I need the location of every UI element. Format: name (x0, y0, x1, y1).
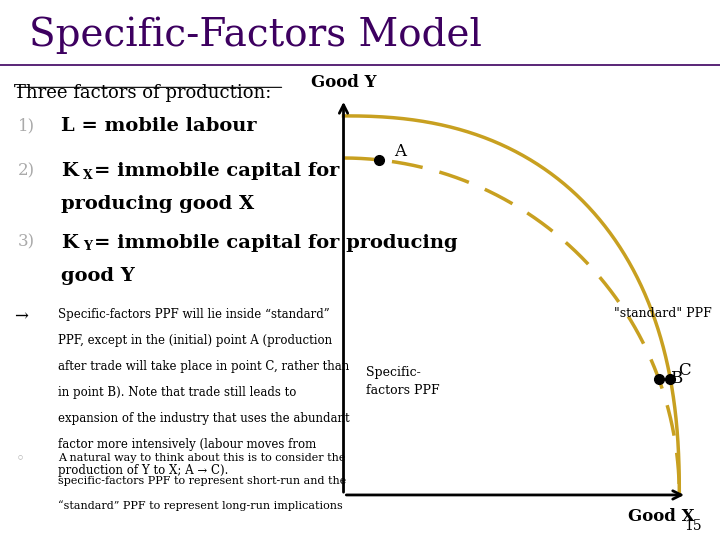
Text: 1): 1) (18, 117, 35, 134)
Text: “standard” PPF to represent long-run implications: “standard” PPF to represent long-run imp… (58, 500, 342, 511)
Text: = immobile capital for producing: = immobile capital for producing (94, 234, 457, 252)
Text: C: C (678, 362, 690, 379)
Text: A natural way to think about this is to consider the: A natural way to think about this is to … (58, 453, 345, 463)
Text: specific-factors PPF to represent short-run and the: specific-factors PPF to represent short-… (58, 476, 346, 486)
Text: Good X: Good X (628, 508, 695, 524)
Text: 15: 15 (685, 519, 702, 533)
Text: 2): 2) (18, 162, 35, 179)
Text: = immobile capital for: = immobile capital for (94, 162, 339, 180)
Text: Specific-factors PPF will lie inside “standard”: Specific-factors PPF will lie inside “st… (58, 308, 329, 321)
Text: Y: Y (83, 240, 92, 253)
Text: "standard" PPF: "standard" PPF (614, 307, 712, 320)
Text: L = mobile labour: L = mobile labour (61, 117, 257, 135)
Text: K: K (61, 162, 78, 180)
Text: Three factors of production:: Three factors of production: (14, 84, 271, 102)
Text: X: X (83, 168, 93, 181)
Text: factor more intensively (labour moves from: factor more intensively (labour moves fr… (58, 438, 316, 451)
Text: →: → (14, 308, 28, 326)
Text: K: K (61, 234, 78, 252)
Text: PPF, except in the (initial) point A (production: PPF, except in the (initial) point A (pr… (58, 334, 332, 347)
Text: ◦: ◦ (16, 453, 24, 467)
Text: B: B (670, 370, 683, 387)
Text: Good Y: Good Y (311, 73, 377, 91)
Text: Specific-
factors PPF: Specific- factors PPF (366, 366, 440, 397)
Text: Specific-Factors Model: Specific-Factors Model (29, 17, 482, 55)
Text: after trade will take place in point C, rather than: after trade will take place in point C, … (58, 361, 349, 374)
Text: producing good X: producing good X (61, 195, 254, 213)
Text: production of Y to X; A → C).: production of Y to X; A → C). (58, 464, 228, 477)
Text: A: A (394, 143, 406, 160)
Text: expansion of the industry that uses the abundant: expansion of the industry that uses the … (58, 413, 349, 426)
Text: good Y: good Y (61, 267, 135, 285)
Text: 3): 3) (18, 234, 35, 251)
Text: in point B). Note that trade still leads to: in point B). Note that trade still leads… (58, 387, 296, 400)
